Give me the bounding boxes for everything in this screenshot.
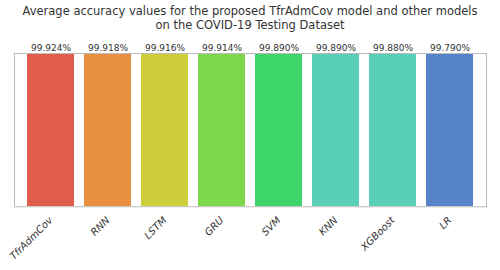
- svg-text:GRU: GRU: [202, 214, 226, 238]
- svg-text:99.880%: 99.880%: [373, 42, 413, 52]
- svg-text:99.790%: 99.790%: [430, 43, 470, 53]
- svg-text:99.890%: 99.890%: [259, 42, 299, 52]
- svg-text:99.918%: 99.918%: [88, 42, 128, 52]
- svg-text:LR: LR: [437, 214, 454, 231]
- svg-text:SVM: SVM: [259, 214, 282, 237]
- svg-text:TfrAdmCov: TfrAdmCov: [8, 213, 56, 261]
- svg-text:99.924%: 99.924%: [31, 42, 71, 52]
- svg-text:LSTM: LSTM: [142, 214, 169, 241]
- svg-text:99.916%: 99.916%: [145, 42, 185, 52]
- svg-text:KNN: KNN: [317, 214, 340, 237]
- html-text:Average accuracy values for th: Average accuracy values for the proposed…: [22, 4, 478, 33]
- svg-text:XGBoost: XGBoost: [358, 213, 398, 253]
- svg-text:99.890%: 99.890%: [316, 42, 356, 52]
- svg-text:99.914%: 99.914%: [202, 42, 242, 52]
- svg-text:RNN: RNN: [88, 214, 112, 238]
